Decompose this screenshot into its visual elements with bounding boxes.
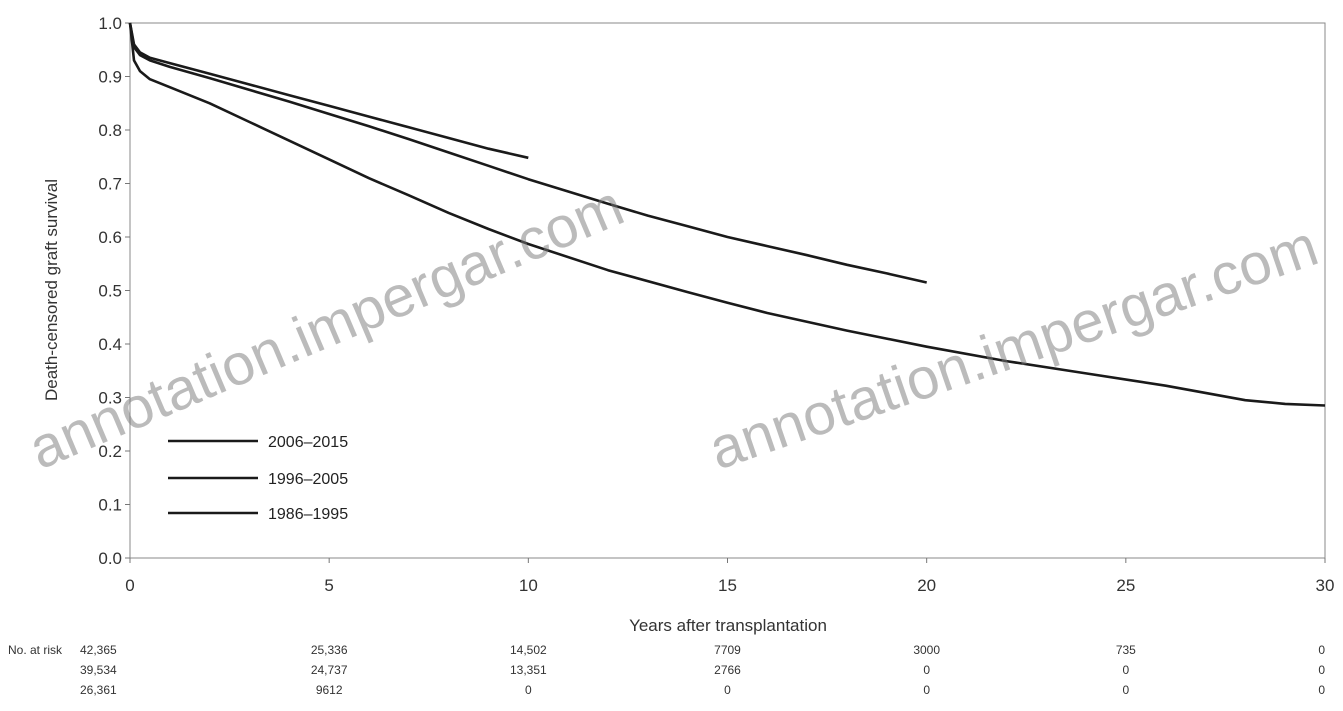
- risk-cell: 0: [1318, 683, 1325, 697]
- y-tick-label: 0.9: [98, 68, 122, 87]
- risk-cell: 14,502: [510, 643, 547, 657]
- y-tick-label: 0.4: [98, 335, 122, 354]
- x-tick-label: 0: [125, 576, 134, 595]
- risk-cell: 735: [1116, 643, 1136, 657]
- series-line-1: [128, 22, 529, 160]
- y-tick-label: 0.7: [98, 175, 122, 194]
- risk-cell: 0: [1122, 683, 1129, 697]
- risk-cell: 26,361: [80, 683, 117, 697]
- x-axis: 0 5 10 15 20 25 30: [125, 558, 1334, 595]
- risk-cell: 13,351: [510, 663, 547, 677]
- risk-cell: 42,365: [80, 643, 117, 657]
- series-line-3: [128, 22, 1326, 407]
- y-tick-label: 0.2: [98, 442, 122, 461]
- x-tick-label: 20: [917, 576, 936, 595]
- risk-cell: 9612: [316, 683, 343, 697]
- x-tick-label: 10: [519, 576, 538, 595]
- x-tick-label: 15: [718, 576, 737, 595]
- risk-cell: 7709: [714, 643, 741, 657]
- y-tick-label: 0.0: [98, 549, 122, 568]
- risk-cell: 2766: [714, 663, 741, 677]
- y-axis-title: Death-censored graft survival: [42, 179, 61, 401]
- y-tick-label: 0.1: [98, 496, 122, 515]
- risk-cell: 0: [1122, 663, 1129, 677]
- y-tick-label: 1.0: [98, 14, 122, 33]
- risk-cell: 0: [1318, 663, 1325, 677]
- x-axis-title: Years after transplantation: [629, 616, 827, 635]
- risk-cell: 0: [724, 683, 731, 697]
- series-line-2: [128, 22, 927, 284]
- legend: 2006–2015 1996–2005 1986–1995: [168, 434, 348, 523]
- y-tick-label: 0.5: [98, 282, 122, 301]
- y-tick-label: 0.8: [98, 121, 122, 140]
- x-tick-label: 5: [324, 576, 333, 595]
- risk-cell: 25,336: [311, 643, 348, 657]
- risk-cell: 0: [525, 683, 532, 697]
- y-tick-label: 0.6: [98, 228, 122, 247]
- y-axis: 0.0 0.1 0.2 0.3 0.4 0.5 0.6 0.7 0.8 0.9 1.0: [98, 14, 130, 568]
- risk-cell: 39,534: [80, 663, 117, 677]
- y-tick-label: 0.3: [98, 389, 122, 408]
- series-layer: [128, 22, 1326, 407]
- number-at-risk-label: No. at risk: [8, 643, 63, 657]
- risk-cell: 3000: [913, 643, 940, 657]
- risk-cell: 0: [923, 663, 930, 677]
- number-at-risk-table: No. at risk 42,365 25,336 14,502 7709 3000 735…: [8, 643, 1325, 697]
- legend-label-1: 2006–2015: [268, 434, 348, 451]
- plot-area: [129, 22, 1326, 559]
- legend-label-3: 1986–1995: [268, 506, 348, 523]
- risk-cell: 24,737: [311, 663, 348, 677]
- x-tick-label: 30: [1316, 576, 1335, 595]
- risk-cell: 0: [1318, 643, 1325, 657]
- risk-cell: 0: [923, 683, 930, 697]
- x-tick-label: 25: [1116, 576, 1135, 595]
- legend-label-2: 1996–2005: [268, 471, 348, 488]
